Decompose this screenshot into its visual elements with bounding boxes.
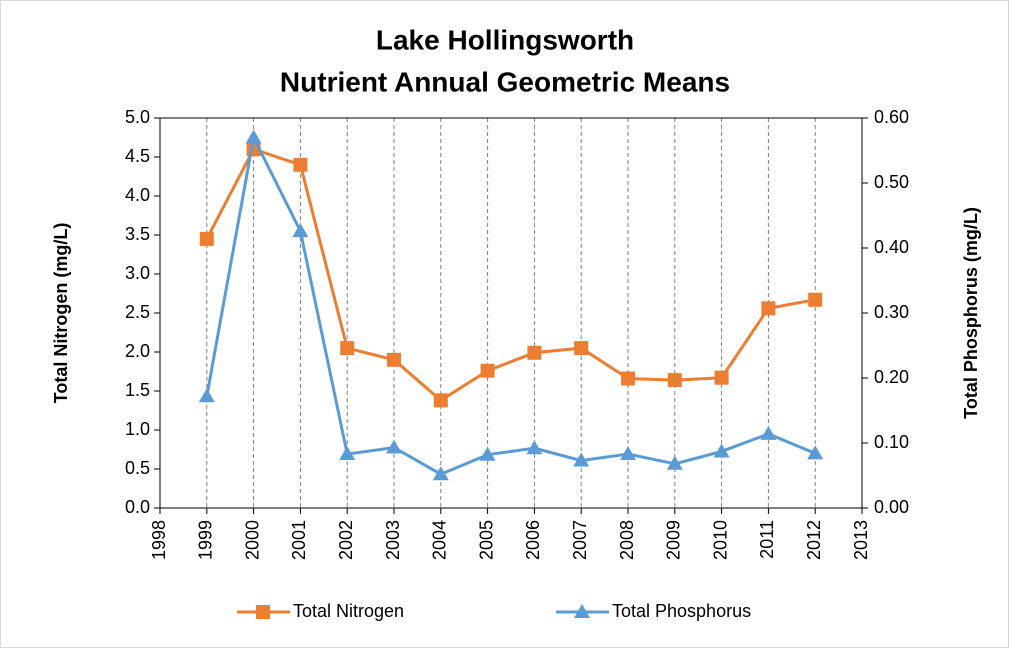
y2-tick-label: 0.10 — [874, 432, 909, 452]
marker — [480, 363, 495, 378]
chart-subtitle: Nutrient Annual Geometric Means — [280, 66, 730, 97]
marker — [293, 157, 308, 172]
series-line — [205, 147, 816, 403]
marker — [807, 445, 824, 460]
marker — [714, 370, 729, 385]
y2-axis-label: Total Phosphorus (mg/L) — [961, 207, 981, 419]
y2-tick-label: 0.20 — [874, 367, 909, 387]
marker — [573, 452, 590, 467]
x-tick-label: 2012 — [804, 520, 824, 560]
marker — [199, 231, 214, 246]
marker — [292, 223, 309, 238]
marker — [387, 352, 401, 367]
y-tick-label: 4.0 — [125, 185, 150, 205]
y2-tick-label: 0.30 — [874, 302, 909, 322]
x-tick-label: 1999 — [196, 520, 216, 560]
marker — [574, 341, 589, 356]
x-tick-label: 2001 — [289, 520, 309, 560]
marker — [808, 292, 823, 307]
x-tick-label: 2007 — [570, 520, 590, 560]
y-tick-label: 1.5 — [125, 380, 150, 400]
series-line — [205, 132, 816, 476]
x-tick-label: 2003 — [383, 520, 403, 560]
y2-tick-label: 0.50 — [874, 172, 909, 192]
marker — [386, 439, 402, 454]
y-tick-label: 2.5 — [125, 302, 150, 322]
marker — [340, 341, 355, 356]
x-tick-label: 2005 — [476, 520, 496, 560]
y2-tick-label: 0.40 — [874, 237, 909, 257]
marker — [667, 373, 682, 388]
y2-tick-label: 0.60 — [874, 107, 909, 127]
y-tick-label: 3.5 — [125, 224, 150, 244]
y2-tick-label: 0.00 — [874, 497, 909, 517]
marker — [620, 446, 636, 461]
marker — [760, 425, 777, 440]
x-tick-label: 2000 — [242, 520, 262, 560]
chart-title: Lake Hollingsworth — [376, 24, 634, 55]
marker — [574, 604, 590, 618]
marker — [713, 443, 730, 458]
marker — [432, 466, 449, 481]
x-tick-label: 2002 — [336, 520, 356, 560]
y-tick-label: 3.0 — [125, 263, 150, 283]
marker — [526, 440, 543, 455]
y-tick-label: 5.0 — [125, 107, 150, 127]
x-tick-label: 2004 — [430, 520, 450, 560]
x-tick-label: 2008 — [617, 520, 637, 560]
marker — [245, 129, 262, 144]
x-tick-label: 1998 — [149, 520, 169, 560]
marker — [433, 393, 448, 408]
marker — [761, 301, 776, 316]
marker — [198, 388, 215, 403]
legend-label: Total Phosphorus — [612, 601, 751, 621]
marker — [666, 455, 683, 470]
x-tick-label: 2011 — [757, 520, 777, 559]
y-tick-label: 0.5 — [125, 458, 150, 478]
y-tick-label: 0.0 — [125, 497, 150, 517]
x-tick-label: 2010 — [710, 520, 730, 560]
marker — [256, 605, 270, 619]
marker — [621, 371, 635, 386]
marker — [479, 446, 496, 461]
marker — [339, 446, 356, 461]
y-tick-label: 2.0 — [125, 341, 150, 361]
y-tick-label: 1.0 — [125, 419, 150, 439]
x-tick-label: 2006 — [523, 520, 543, 560]
marker — [527, 345, 542, 360]
y-tick-label: 4.5 — [125, 146, 150, 166]
x-tick-label: 2013 — [851, 520, 871, 560]
x-tick-label: 2009 — [664, 520, 684, 560]
legend-label: Total Nitrogen — [293, 601, 404, 621]
y-axis-label: Total Nitrogen (mg/L) — [51, 223, 71, 404]
